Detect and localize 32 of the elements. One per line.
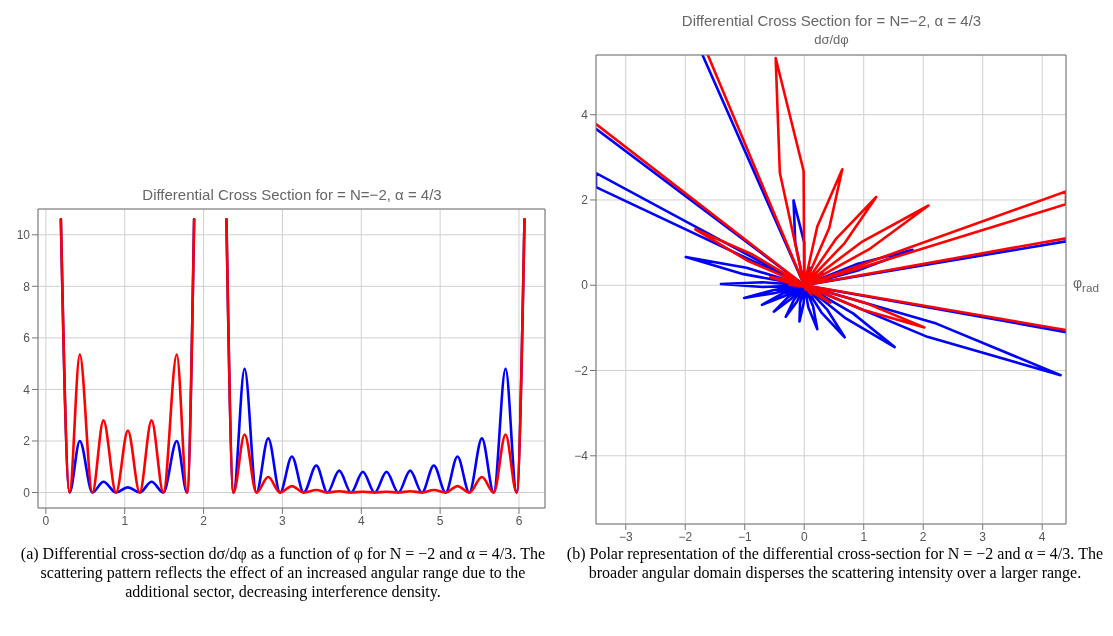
y-tick-label: 4	[581, 107, 589, 122]
x-tick-label: 6	[515, 513, 523, 528]
x-tick-label: 2	[919, 529, 927, 544]
text: (b) Polar representation of the differential cross-section for N = −2 and α = 4/3. The broader angular domain disperses the scattering intensity over a larger range.	[565, 544, 1105, 582]
y-tick-label: 2	[581, 193, 589, 208]
x-tick-label: −3	[618, 529, 633, 544]
x-tick-label: 3	[979, 529, 987, 544]
y-tick-label: 0	[23, 485, 31, 500]
y-tick-label: 4	[23, 382, 31, 397]
y-axis-title: dσ/dφ	[813, 32, 850, 47]
x-tick-label: 2	[200, 513, 208, 528]
x-tick-label: 0	[42, 513, 50, 528]
x-tick-label: −1	[737, 529, 752, 544]
chart-title: Differential Cross Section for = N=−2, α = 4/3	[680, 12, 983, 29]
text: (a) Differential cross-section dσ/dφ as a function of φ for N = −2 and α = 4/3. The scattering pattern reflects the effect of an increased angular range due to the additional sector, decreasing interference density.	[19, 544, 547, 601]
x-tick-label: 3	[279, 513, 287, 528]
x-tick-label: 5	[436, 513, 444, 528]
y-tick-label: 10	[16, 228, 31, 243]
y-tick-label: 6	[23, 331, 31, 346]
x-tick-label: 4	[357, 513, 365, 528]
y-tick-label: 0	[581, 278, 589, 293]
x-tick-label: 0	[800, 529, 808, 544]
x-tick-label: 4	[1038, 529, 1046, 544]
x-tick-label: −2	[678, 529, 693, 544]
chart-title: Differential Cross Section for = N=−2, α = 4/3	[141, 186, 443, 203]
x-axis-title: φ$_{rad}$	[1073, 274, 1099, 294]
x-tick-label: 1	[860, 529, 868, 544]
y-tick-label: −2	[574, 363, 589, 378]
x-tick-label: 1	[121, 513, 129, 528]
y-tick-label: −4	[574, 449, 589, 464]
y-tick-label: 8	[23, 279, 31, 294]
y-tick-label: 2	[23, 434, 31, 449]
